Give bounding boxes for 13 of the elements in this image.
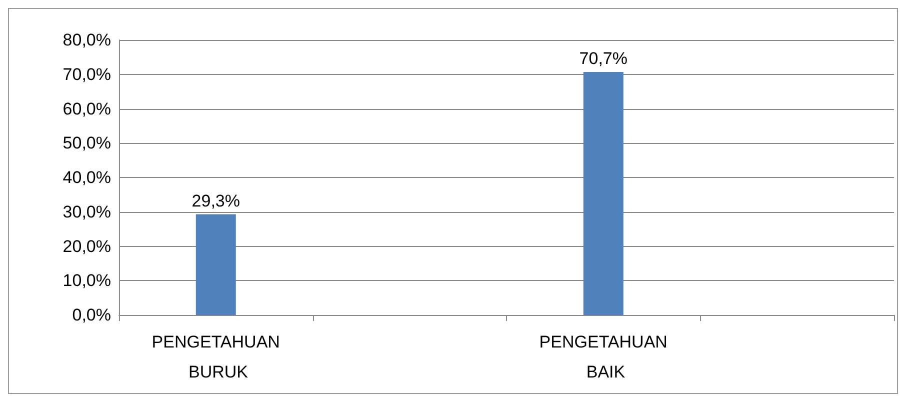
y-tick-label: 80,0%	[62, 30, 111, 50]
y-tick-label: 70,0%	[62, 64, 111, 84]
x-tick-label: PENGETAHUAN BAIK	[539, 332, 668, 382]
x-tick-label: PENGETAHUAN BURUK	[152, 332, 280, 382]
data-label: 29,3%	[192, 191, 240, 210]
y-tick-label: 30,0%	[62, 202, 111, 222]
y-tick-label: 10,0%	[62, 271, 111, 290]
y-tick-label: 40,0%	[62, 168, 111, 187]
y-tick-label: 0,0%	[72, 306, 111, 324]
y-tick-label: 60,0%	[62, 99, 111, 118]
y-tick-label: 50,0%	[62, 134, 111, 153]
data-label: 70,7%	[579, 48, 628, 68]
y-tick-label: 20,0%	[62, 236, 111, 256]
